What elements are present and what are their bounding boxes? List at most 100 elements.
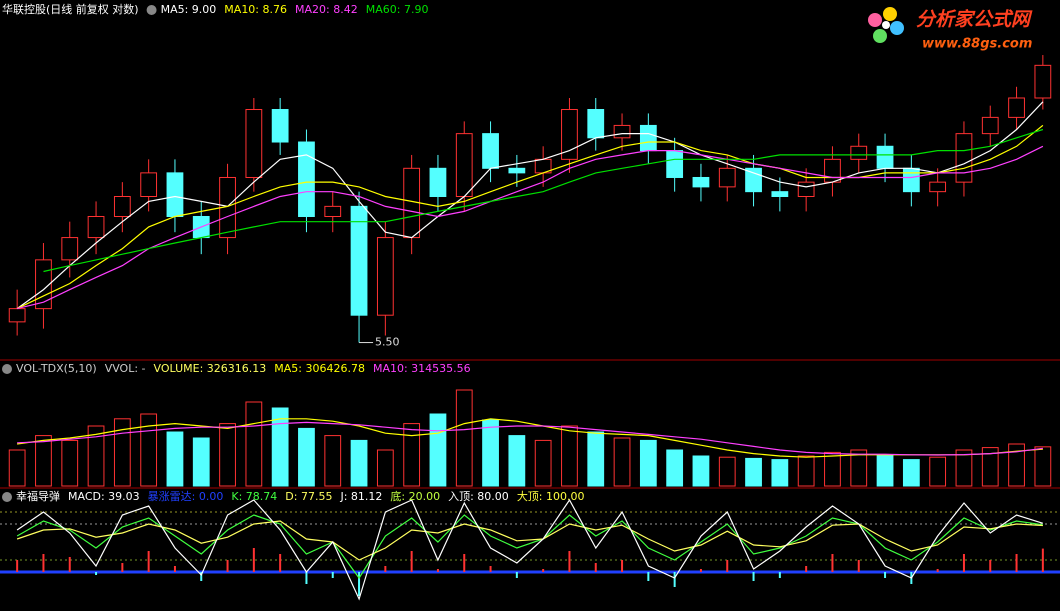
candle-body bbox=[298, 141, 315, 217]
annotation: 5.50 bbox=[375, 336, 400, 349]
logo-center bbox=[882, 21, 890, 29]
legend-entry: MA5: 9.00 bbox=[161, 3, 217, 16]
panel-icon bbox=[2, 492, 12, 502]
macd-bar bbox=[568, 551, 571, 572]
candle-body bbox=[166, 172, 184, 217]
macd-bar bbox=[962, 554, 965, 572]
candle-body bbox=[429, 167, 447, 197]
candle-body bbox=[850, 145, 868, 160]
volume-bar bbox=[1034, 446, 1052, 487]
macd-bar bbox=[305, 572, 308, 584]
logo: 分析家公式网 www.88gs.com bbox=[868, 7, 1033, 52]
chart-title: 华联控股(日线 前复权 对数) bbox=[2, 2, 139, 16]
legend-entry: MA60: 7.90 bbox=[366, 3, 429, 16]
volume-bar bbox=[929, 456, 947, 487]
candle-body bbox=[639, 124, 657, 152]
legend-entry: MA20: 8.42 bbox=[295, 3, 358, 16]
volume-bar bbox=[666, 449, 684, 487]
candle-body bbox=[113, 195, 131, 217]
candle-body bbox=[61, 237, 79, 261]
macd-bar bbox=[936, 569, 939, 572]
macd-bar bbox=[989, 560, 992, 572]
candle-body bbox=[8, 308, 26, 323]
logo-url: www.88gs.com bbox=[922, 37, 1032, 52]
macd-bar bbox=[16, 560, 19, 572]
macd-bar bbox=[752, 572, 755, 581]
volume-bar bbox=[955, 449, 973, 487]
macd-bar bbox=[1015, 554, 1018, 572]
kdj-line bbox=[16, 514, 1043, 580]
macd-bar bbox=[410, 551, 413, 572]
macd-bar bbox=[463, 554, 466, 572]
candle-body bbox=[376, 237, 394, 316]
legend-entry: MA5: 306426.78 bbox=[274, 362, 365, 375]
legend-entry: D: 77.55 bbox=[285, 490, 332, 503]
volume-bar bbox=[797, 455, 815, 487]
macd-bar bbox=[384, 566, 387, 572]
volume-bar bbox=[718, 456, 736, 487]
macd-bar bbox=[857, 560, 860, 572]
macd-bar bbox=[200, 572, 203, 581]
ma-line bbox=[43, 128, 1044, 273]
volume-bar bbox=[639, 439, 657, 487]
volume-bar bbox=[324, 435, 342, 487]
macd-bar bbox=[489, 566, 492, 572]
volume-bar bbox=[692, 455, 710, 487]
logo-petal bbox=[883, 7, 897, 21]
logo-petal bbox=[890, 21, 904, 35]
volume-bar bbox=[192, 437, 210, 487]
candle-body bbox=[613, 124, 631, 139]
candle-body bbox=[140, 172, 158, 197]
legend-entry: VOLUME: 326316.13 bbox=[154, 362, 267, 375]
panel-subtitle: VVOL: - bbox=[105, 362, 146, 375]
volume-bar bbox=[1008, 443, 1025, 487]
candle-body bbox=[35, 259, 52, 310]
legend-entry: 暴涨雷达: 0.00 bbox=[148, 490, 224, 503]
volume-bar bbox=[87, 425, 105, 487]
legend-entry: MA10: 8.76 bbox=[224, 3, 287, 16]
candle-body bbox=[718, 167, 736, 188]
macd-bar bbox=[1041, 548, 1044, 572]
volume-bar bbox=[981, 447, 999, 487]
macd-bar bbox=[542, 569, 545, 572]
candle-body bbox=[1008, 97, 1025, 118]
volume-bar bbox=[850, 449, 868, 487]
volume-bar bbox=[824, 451, 841, 487]
macd-bar bbox=[95, 572, 98, 575]
legend-entry: MA10: 314535.56 bbox=[373, 362, 471, 375]
candle-body bbox=[876, 145, 894, 169]
macd-bar bbox=[621, 560, 624, 572]
candle-body bbox=[745, 167, 762, 193]
volume-bar bbox=[298, 427, 315, 487]
legend-entry: 底: 20.00 bbox=[390, 489, 440, 503]
candle-body bbox=[455, 133, 473, 197]
macd-bar bbox=[279, 554, 282, 572]
macd-bar bbox=[594, 563, 597, 572]
logo-title: 分析家公式网 bbox=[916, 9, 1033, 31]
candle-body bbox=[324, 205, 342, 217]
candle-body bbox=[666, 150, 684, 178]
volume-bar bbox=[35, 435, 52, 487]
candle-body bbox=[797, 181, 815, 197]
candle-body bbox=[482, 133, 499, 169]
panel-icon bbox=[146, 5, 157, 15]
volume-bar bbox=[508, 435, 526, 487]
macd-bar bbox=[699, 569, 702, 572]
candle-body bbox=[271, 109, 289, 143]
candle-body bbox=[902, 167, 920, 193]
panel-title: VOL-TDX(5,10) bbox=[16, 362, 97, 375]
volume-bar bbox=[482, 419, 499, 487]
candle-body bbox=[87, 215, 105, 239]
candle-body bbox=[587, 109, 605, 139]
macd-bar bbox=[226, 560, 229, 572]
logo-petal bbox=[873, 29, 887, 43]
volume-bar bbox=[561, 425, 578, 487]
candle-body bbox=[771, 191, 789, 197]
volume-bar bbox=[245, 401, 263, 487]
macd-bar bbox=[831, 554, 834, 572]
candle-body bbox=[824, 158, 841, 183]
volume-bar bbox=[745, 457, 762, 487]
logo-petal bbox=[868, 13, 882, 27]
